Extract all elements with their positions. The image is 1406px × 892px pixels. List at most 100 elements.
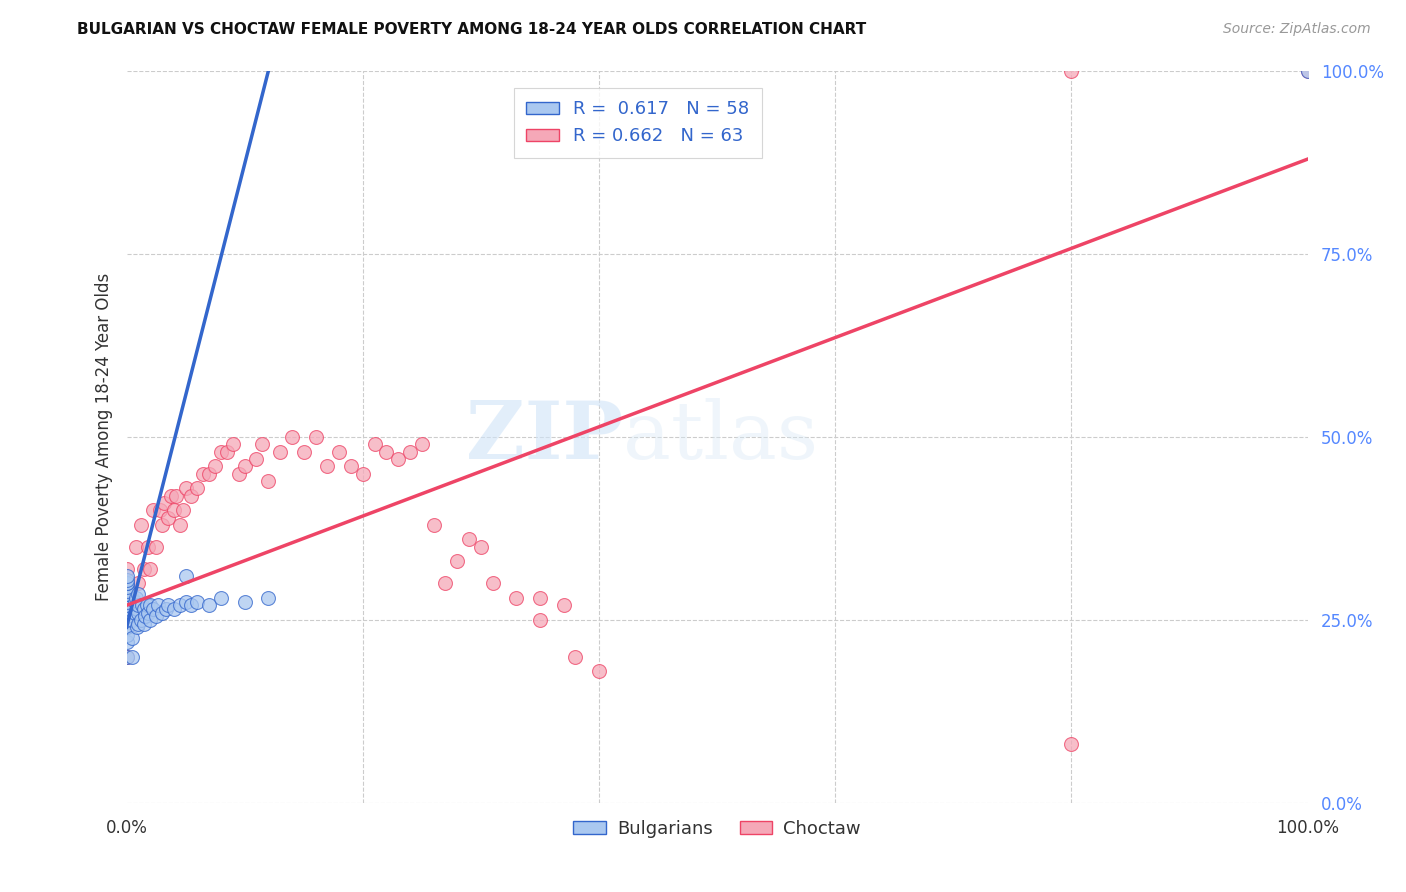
Point (129, 613, 152, 627)
Point (228, 467, 250, 481)
Point (1060, 737, 1083, 751)
Point (148, 599, 170, 613)
Point (115, 613, 138, 627)
Point (198, 599, 221, 613)
Point (215, 444, 238, 458)
Point (115, 635, 138, 649)
Point (292, 444, 315, 458)
Point (121, 632, 143, 646)
Point (149, 503, 172, 517)
Point (134, 602, 156, 616)
Point (125, 540, 148, 554)
Point (174, 569, 197, 583)
Point (115, 649, 138, 664)
Point (127, 620, 149, 634)
Point (316, 459, 339, 474)
Point (257, 474, 280, 488)
Point (553, 599, 575, 613)
Point (209, 591, 232, 605)
Point (131, 599, 153, 613)
Point (139, 613, 162, 627)
Point (340, 459, 363, 474)
Point (434, 576, 457, 591)
Point (193, 467, 215, 481)
Point (422, 517, 444, 532)
Point (481, 576, 503, 591)
Point (160, 489, 183, 503)
Point (505, 591, 527, 605)
Point (121, 649, 143, 664)
Point (529, 613, 551, 627)
Point (375, 444, 398, 458)
Point (204, 459, 226, 474)
Point (136, 540, 159, 554)
Y-axis label: Female Poverty Among 18-24 Year Olds: Female Poverty Among 18-24 Year Olds (94, 273, 112, 601)
Point (163, 503, 186, 517)
Point (153, 496, 176, 510)
Point (233, 459, 256, 474)
Point (363, 437, 385, 451)
Point (156, 599, 179, 613)
Point (115, 620, 138, 634)
Point (139, 599, 162, 613)
Point (186, 594, 208, 608)
Point (135, 599, 157, 613)
Point (139, 562, 162, 576)
Point (222, 437, 245, 451)
Point (209, 444, 232, 458)
Point (115, 587, 138, 601)
Point (411, 437, 433, 451)
Point (115, 599, 138, 613)
Point (446, 554, 468, 568)
Point (163, 602, 186, 616)
Point (124, 594, 146, 608)
Point (115, 609, 138, 624)
Point (156, 510, 179, 524)
Point (115, 602, 138, 616)
Point (115, 606, 138, 620)
Point (141, 503, 163, 517)
Point (1060, 64, 1083, 78)
Point (281, 430, 304, 444)
Text: atlas: atlas (623, 398, 818, 476)
Point (115, 573, 138, 587)
Point (245, 452, 267, 467)
Point (252, 437, 274, 451)
Point (174, 594, 197, 608)
Point (121, 591, 143, 605)
Point (180, 599, 202, 613)
Text: BULGARIAN VS CHOCTAW FEMALE POVERTY AMONG 18-24 YEAR OLDS CORRELATION CHART: BULGARIAN VS CHOCTAW FEMALE POVERTY AMON… (77, 22, 866, 37)
Point (127, 606, 149, 620)
Point (174, 481, 197, 495)
Point (180, 489, 202, 503)
Point (155, 602, 177, 616)
Point (115, 627, 138, 641)
Point (127, 576, 149, 591)
Point (136, 606, 159, 620)
Point (257, 591, 280, 605)
Point (304, 430, 326, 444)
Point (115, 591, 138, 605)
Point (145, 609, 167, 624)
Point (169, 599, 191, 613)
Point (115, 591, 138, 605)
Point (121, 613, 143, 627)
Point (127, 602, 149, 616)
Point (115, 583, 138, 598)
Point (269, 444, 291, 458)
Point (529, 591, 551, 605)
Point (115, 576, 138, 591)
Point (564, 649, 586, 664)
Point (150, 606, 173, 620)
Point (129, 517, 152, 532)
Point (115, 587, 138, 601)
Point (145, 540, 167, 554)
Point (198, 467, 221, 481)
Point (115, 569, 138, 583)
Point (470, 540, 492, 554)
Point (127, 616, 149, 631)
Point (124, 606, 146, 620)
Point (1296, 64, 1319, 78)
Point (186, 481, 208, 495)
Point (588, 664, 610, 678)
